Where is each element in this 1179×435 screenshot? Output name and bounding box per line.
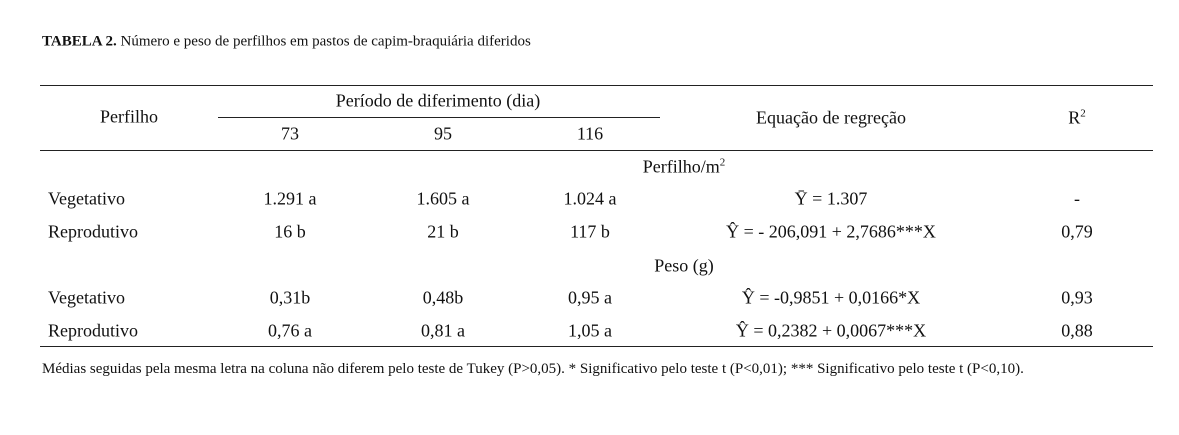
caption-label: TABELA 2. bbox=[42, 33, 117, 50]
table-cell: 0,93 bbox=[1061, 287, 1093, 308]
table-cell: 16 b bbox=[274, 221, 306, 242]
section-text: Peso (g) bbox=[654, 255, 714, 276]
group-rule bbox=[218, 117, 660, 118]
caption-text: Número e peso de perfilhos em pastos de … bbox=[120, 33, 531, 50]
table-cell: 0,48b bbox=[422, 287, 464, 308]
table-caption: TABELA 2. Número e peso de perfilhos em … bbox=[42, 34, 531, 51]
table-cell: 0,31b bbox=[269, 287, 311, 308]
row-label: Vegetativo bbox=[48, 188, 125, 209]
table-cell: Ŷ = - 206,091 + 2,7686***X bbox=[726, 221, 936, 242]
table-cell: 1.291 a bbox=[263, 188, 317, 209]
table-cell: Ŷ = 0,2382 + 0,0067***X bbox=[735, 320, 927, 341]
header-cell: R2 bbox=[1068, 108, 1086, 129]
table-cell: 0,76 a bbox=[268, 320, 312, 341]
top-rule bbox=[40, 85, 1153, 86]
table-cell: 21 b bbox=[427, 221, 459, 242]
table-cell: - bbox=[1074, 188, 1080, 209]
superscript: 2 bbox=[1080, 107, 1086, 120]
superscript: 2 bbox=[719, 156, 726, 169]
header-cell: Perfilho bbox=[100, 106, 158, 127]
table-cell: Ȳ = 1.307 bbox=[794, 188, 868, 209]
table-cell: 1.024 a bbox=[563, 188, 617, 209]
header-text: R bbox=[1068, 107, 1081, 128]
table-cell: 0,88 bbox=[1061, 320, 1093, 341]
header-cell: 116 bbox=[576, 123, 604, 144]
table-cell: 0,81 a bbox=[421, 320, 465, 341]
row-label: Reprodutivo bbox=[48, 221, 138, 242]
header-cell: Equação de regreção bbox=[756, 107, 906, 128]
header-cell: 73 bbox=[281, 123, 299, 144]
footnote: Médias seguidas pela mesma letra na colu… bbox=[42, 361, 1024, 377]
section-title: Peso (g) bbox=[654, 256, 714, 277]
table-cell: 1,05 a bbox=[568, 320, 612, 341]
header-cell: Período de diferimento (dia) bbox=[335, 90, 541, 111]
section-text: Perfilho/m bbox=[642, 156, 720, 177]
row-label: Reprodutivo bbox=[48, 320, 138, 341]
header-cell: 95 bbox=[434, 123, 452, 144]
table-cell: Ŷ = -0,9851 + 0,0166*X bbox=[741, 287, 921, 308]
row-label: Vegetativo bbox=[48, 287, 125, 308]
table-cell: 117 b bbox=[570, 221, 610, 242]
header-rule bbox=[40, 150, 1153, 151]
table-cell: 0,95 a bbox=[568, 287, 612, 308]
section-title: Perfilho/m2 bbox=[643, 157, 726, 178]
table-cell: 1.605 a bbox=[416, 188, 470, 209]
table-cell: 0,79 bbox=[1061, 221, 1093, 242]
bottom-rule bbox=[40, 346, 1153, 347]
